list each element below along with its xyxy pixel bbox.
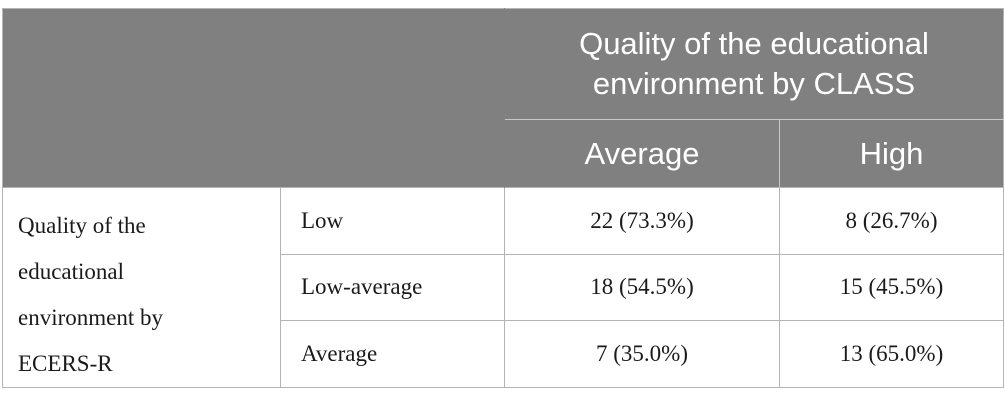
table-row: Low-average 18 (54.5%) 15 (45.5%) [3,253,1004,322]
row-label: Low [280,187,505,255]
crosstab-table: Quality of the educational environment b… [2,8,1004,388]
cell-high: 8 (26.7%) [779,187,1004,255]
row-label: Low-average [280,253,505,322]
cell-average: 7 (35.0%) [504,320,780,388]
column-header-average: Average [504,119,780,188]
row-group-line-2: educational [18,259,125,284]
row-group-line-3: environment by [18,305,163,330]
table-row: Average 7 (35.0%) 13 (65.0%) [3,320,1004,388]
header-blank-cell [2,8,505,188]
cell-average: 18 (54.5%) [504,253,780,322]
ecers-row-group-label: Quality of the educational environment b… [2,187,281,388]
cell-high: 15 (45.5%) [779,253,1004,322]
column-header-high: High [779,119,1004,188]
class-group-header-line-2: environment by CLASS [592,66,916,101]
cell-high: 13 (65.0%) [779,320,1004,388]
row-group-line-1: Quality of the [18,213,146,238]
row-group-line-4: ECERS-R [18,351,113,376]
table-row: Quality of the educational environment b… [2,187,1004,388]
class-group-header: Quality of the educational environment b… [504,8,1004,120]
class-group-header-line-1: Quality of the educational [579,26,929,61]
cell-average: 22 (73.3%) [504,187,780,255]
row-label: Average [280,320,505,388]
